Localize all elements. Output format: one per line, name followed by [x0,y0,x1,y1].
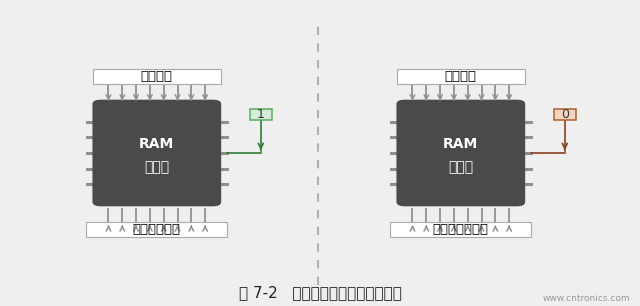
FancyBboxPatch shape [93,100,220,206]
Text: 单元的新数据: 单元的新数据 [133,223,181,236]
FancyBboxPatch shape [93,69,221,84]
Text: 单元地址: 单元地址 [445,70,477,83]
Text: 0: 0 [561,108,569,121]
Text: 单元地址: 单元地址 [141,70,173,83]
FancyBboxPatch shape [250,109,272,120]
Text: 写模式: 写模式 [144,160,170,174]
Text: 图 7-2   存储器包括读模式与写模式: 图 7-2 存储器包括读模式与写模式 [239,285,401,300]
Text: RAM: RAM [139,137,175,151]
Text: RAM: RAM [443,137,479,151]
Text: 1: 1 [257,108,265,121]
Text: 读模式: 读模式 [448,160,474,174]
FancyBboxPatch shape [390,222,531,237]
Text: www.cntronics.com: www.cntronics.com [543,294,630,303]
FancyBboxPatch shape [86,222,227,237]
Text: 单元的当前数据: 单元的当前数据 [433,223,489,236]
FancyBboxPatch shape [554,109,576,120]
FancyBboxPatch shape [397,69,525,84]
FancyBboxPatch shape [397,100,524,206]
